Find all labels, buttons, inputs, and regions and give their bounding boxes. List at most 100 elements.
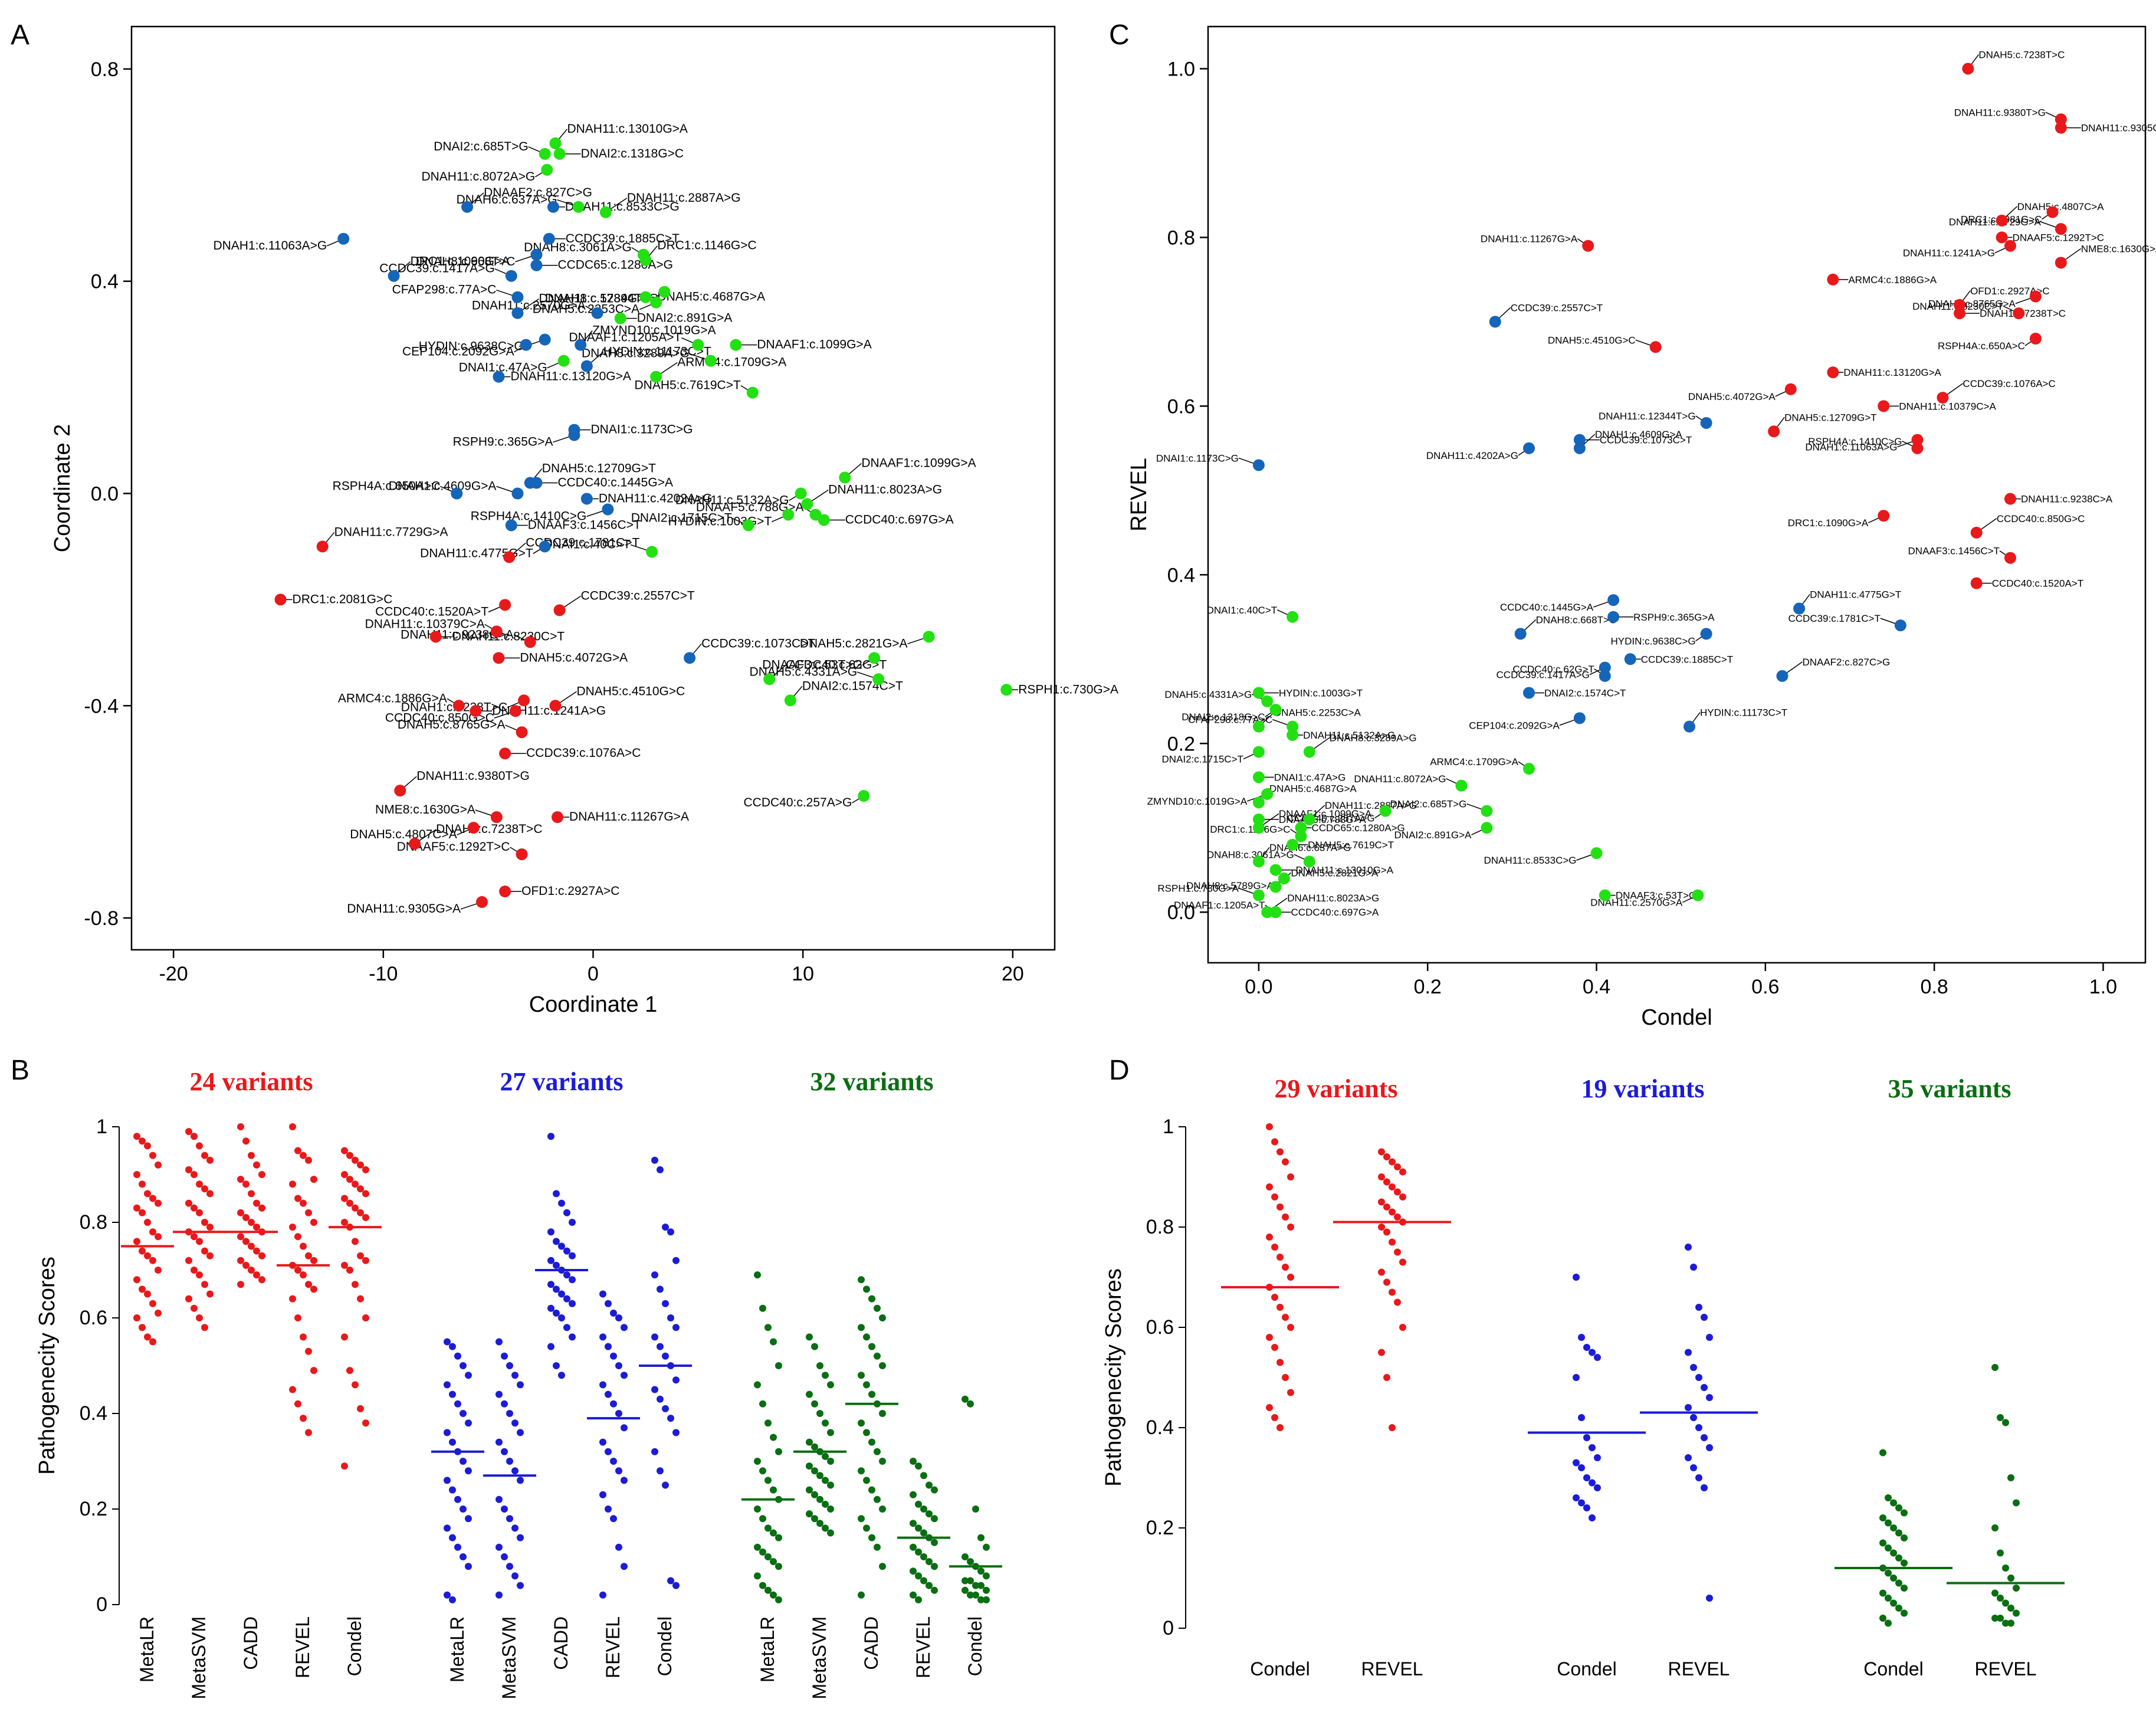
point-label: DNAI2:c.685T>G (434, 140, 528, 153)
point-label: CFAP298:c.77A>C (392, 283, 497, 297)
score-dot (662, 1405, 669, 1412)
point-label: DNAH11:c.2887A>G (1325, 800, 1417, 811)
data-point (1522, 763, 1535, 775)
y-tick-label: 0.6 (1167, 395, 1195, 418)
score-dot (1583, 1504, 1590, 1511)
data-point (1252, 746, 1265, 758)
score-dot (822, 1372, 829, 1379)
y-axis-title: Coordinate 2 (50, 424, 75, 553)
score-dot (651, 1271, 658, 1279)
data-point (1573, 434, 1586, 446)
data-point (650, 370, 662, 383)
score-dot (1685, 1244, 1692, 1251)
data-point (923, 631, 935, 643)
point-label: DNAH11:c.4775G>T (1810, 589, 1901, 601)
score-dot (310, 1176, 317, 1183)
score-dot (1266, 1334, 1273, 1341)
score-dot (289, 1295, 296, 1303)
point-label: DNAH5:c.7238T>C (436, 822, 542, 836)
score-dot (926, 1510, 933, 1518)
score-dot (2013, 1499, 2020, 1507)
score-dot (879, 1563, 886, 1570)
y-tick-label: 0.4 (91, 271, 119, 293)
score-dot (258, 1276, 265, 1284)
column-label: MetaSVM (498, 1616, 520, 1699)
point-label: RSPH1:c.730G>A (1157, 883, 1239, 894)
point-label: DNAH11:c.9305G>A (347, 902, 461, 916)
point-label: DNAH11:c.11267G>A (569, 810, 689, 824)
score-dot (357, 1252, 364, 1259)
score-dot (352, 1204, 359, 1212)
data-point (530, 259, 543, 271)
column-label: CADD (550, 1616, 572, 1670)
score-dot (196, 1142, 203, 1150)
score-dot (1997, 1595, 2004, 1602)
score-dot (248, 1219, 255, 1226)
score-dot (357, 1405, 364, 1412)
point-label: DNAI2:c.891G>A (1394, 829, 1472, 841)
data-point (553, 604, 566, 616)
score-dot (449, 1486, 456, 1494)
score-dot (868, 1295, 875, 1303)
score-dot (305, 1252, 312, 1259)
data-point (602, 503, 614, 516)
score-dot (196, 1271, 203, 1279)
score-dot (547, 1304, 554, 1312)
score-dot (1690, 1364, 1697, 1371)
score-dot (191, 1133, 198, 1140)
score-dot (1573, 1374, 1580, 1381)
data-point (1522, 687, 1535, 699)
score-dot (775, 1596, 782, 1603)
score-dot (305, 1347, 312, 1355)
data-point (1700, 628, 1712, 640)
point-label: DNAH5:c.8765G>A (398, 718, 506, 732)
data-point (511, 487, 524, 500)
score-dot (196, 1209, 203, 1216)
y-tick-label: 0.2 (80, 1498, 107, 1520)
score-dot (495, 1591, 503, 1599)
score-dot (605, 1390, 612, 1398)
point-label: RSPH1:c.730G>A (1018, 683, 1118, 696)
column-label: Condel (654, 1616, 675, 1676)
score-dot (300, 1271, 307, 1279)
score-dot (910, 1591, 917, 1599)
score-dot (1399, 1258, 1406, 1266)
point-label: DNAH5:c.4072G>A (520, 651, 628, 664)
score-dot (237, 1281, 244, 1288)
column-label: REVEL (602, 1616, 623, 1678)
score-dot (651, 1386, 658, 1393)
score-dot (139, 1137, 146, 1145)
data-point (1970, 577, 1983, 589)
score-dot (1706, 1444, 1713, 1451)
point-label: DNAH5:c.4072G>A (1688, 391, 1776, 402)
score-dot (517, 1582, 524, 1589)
score-dot (346, 1267, 353, 1274)
score-dot (346, 1152, 353, 1159)
score-dot (1895, 1529, 1902, 1537)
data-point (1573, 712, 1586, 724)
score-dot (558, 1199, 565, 1207)
score-dot (910, 1458, 917, 1465)
score-dot (754, 1543, 761, 1551)
score-dot (1885, 1519, 1892, 1527)
score-dot (621, 1424, 628, 1432)
point-label: DNAI1:c.47A>G (459, 361, 547, 375)
score-dot (874, 1352, 881, 1360)
score-dot (770, 1434, 777, 1441)
point-label: DNAH11:c.9238C>A (401, 628, 514, 641)
point-label: DNAH5:c.2253C>A (1274, 707, 1361, 719)
score-dot (517, 1477, 524, 1484)
score-dot (811, 1343, 818, 1350)
score-dot (1276, 1304, 1284, 1311)
data-point (451, 487, 463, 500)
data-point (868, 652, 881, 664)
score-dot (346, 1199, 353, 1207)
data-point (337, 232, 350, 245)
score-dot (155, 1161, 162, 1169)
score-dot (879, 1314, 886, 1321)
score-dot (294, 1400, 301, 1408)
score-dot (1701, 1434, 1708, 1441)
score-dot (915, 1524, 922, 1532)
data-point (1252, 796, 1265, 809)
score-dot (822, 1500, 829, 1508)
